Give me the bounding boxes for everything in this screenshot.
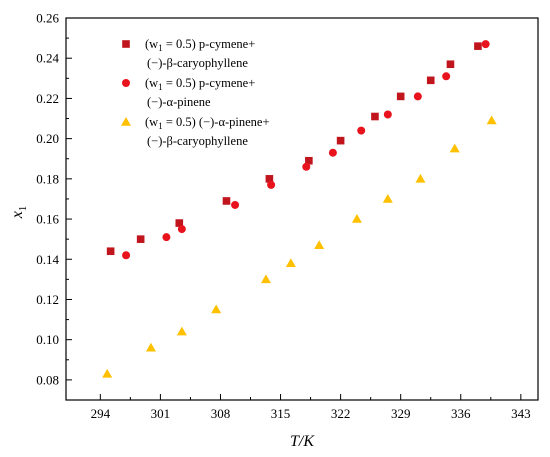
data-point-square [474,42,482,50]
data-point-circle [442,72,451,81]
legend-marker-circle [122,79,130,87]
data-point-triangle [176,326,187,336]
legend-label-line2: (−)-β-caryophyllene [147,134,248,148]
legend-label: (w1 = 0.5) p-cymene+ [145,76,255,92]
data-point-triangle [102,368,113,378]
y-tick-label: 0.20 [36,131,59,146]
data-point-triangle [211,304,222,314]
y-tick-label: 0.22 [36,91,59,106]
data-point-circle [267,180,276,189]
y-tick-label: 0.18 [36,171,59,186]
series-triangle [102,115,497,378]
data-point-square [265,175,274,183]
data-point-triangle [415,173,426,183]
data-point-square [175,219,184,227]
data-series [102,40,497,378]
data-point-triangle [285,258,296,268]
data-point-triangle [314,240,325,249]
x-tick-label: 322 [331,406,351,421]
x-tick-label: 336 [451,406,471,421]
data-point-circle [413,92,422,101]
data-point-square [222,197,231,205]
data-point-circle [177,225,186,234]
data-point-triangle [145,342,156,352]
data-point-triangle [351,214,362,223]
y-tick-label: 0.24 [36,51,59,66]
x-axis-title: T/K [290,433,315,450]
data-point-square [305,156,313,165]
x-tick-label: 308 [211,406,231,421]
data-point-circle [122,251,131,260]
data-point-circle [328,148,337,157]
data-point-circle [383,110,392,119]
y-axis-ticks: 0.08 0.10 0.12 0.14 0.16 0.18 0.20 0.22 0.24 0.26 [36,11,72,387]
legend-label-line2: (−)-α-pinene [147,95,211,109]
y-tick-label: 0.16 [36,212,59,227]
legend-label-line2: (−)-β-caryophyllene [147,56,248,70]
data-point-circle [162,233,171,242]
legend-marker-square [122,40,130,48]
y-tick-label: 0.10 [36,332,59,347]
x-tick-label: 315 [271,406,291,421]
y-axis-title-text: x1 [9,206,29,220]
legend-entry: (w1 = 0.5) p-cymene+ (−)-α-pinene [122,76,255,109]
legend-label: (w1 = 0.5) p-cymene+ [145,37,255,53]
data-point-circle [231,200,240,209]
data-point-triangle [382,193,393,203]
data-point-square [371,112,379,121]
y-tick-label: 0.14 [36,252,59,267]
data-point-square [136,235,145,243]
data-point-square [106,247,115,256]
data-point-square [446,60,455,69]
x-tick-label: 343 [511,406,531,421]
plot-frame [65,17,539,401]
x-tick-label: 301 [151,406,171,421]
data-point-square [336,136,345,145]
legend-entry: (w1 = 0.5) p-cymene+ (−)-β-caryophyllene [122,37,255,70]
data-point-circle [302,162,311,171]
x-axis-ticks: 294 301 308 315 322 329 336 343 [91,394,531,421]
data-point-triangle [449,143,460,153]
legend-label: (w1 = 0.5) (−)-α-pinene+ [145,115,270,131]
series-circle [122,40,490,260]
data-point-square [426,76,435,85]
data-point-triangle [260,274,271,284]
data-point-circle [481,40,490,49]
legend-entry: (w1 = 0.5) (−)-α-pinene+ (−)-β-caryophyll… [121,115,270,148]
x-tick-label: 329 [391,406,411,421]
series-square [106,42,482,256]
y-tick-label: 0.12 [36,292,59,307]
y-tick-label: 0.08 [36,372,59,387]
data-point-circle [357,126,366,135]
data-point-triangle [486,115,497,125]
legend: (w1 = 0.5) p-cymene+(−)-β-caryophyllene(… [121,37,270,148]
legend-marker-triangle [121,117,131,126]
data-point-square [396,92,405,101]
x-tick-label: 294 [91,406,111,421]
y-axis-title: x1 [9,206,29,220]
y-tick-label: 0.26 [36,11,59,26]
